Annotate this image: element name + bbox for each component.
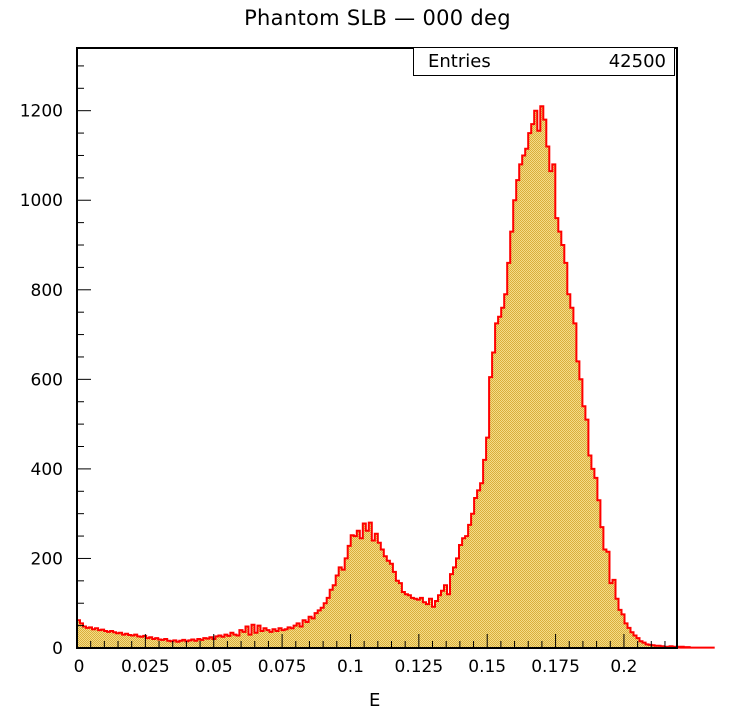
- plot-frame: [76, 47, 678, 649]
- histogram-outline: [76, 105, 715, 649]
- x-axis-ticks: 0 0.025 0.05 0.075 0.1 0.125 0.15 0.175 0.2: [74, 634, 666, 677]
- x-tick-label: 0: [74, 657, 85, 677]
- stats-entries-label: Entries: [428, 51, 491, 72]
- x-tick-label: 0.1: [337, 657, 364, 677]
- x-tick-label: 0.15: [468, 657, 506, 677]
- x-tick-label: 0.175: [531, 657, 580, 677]
- y-tick-label: 200: [31, 549, 63, 569]
- stats-box: Entries 42500: [413, 48, 675, 76]
- histogram-fill: [77, 106, 715, 648]
- y-tick-label: 0: [52, 639, 63, 659]
- y-tick-label: 1200: [20, 102, 63, 122]
- x-tick-label: 0.075: [258, 657, 307, 677]
- y-tick-label: 800: [31, 281, 63, 301]
- chart-title: Phantom SLB — 000 deg: [244, 6, 511, 30]
- y-axis-ticks: 0 200 400 600 800 1000 1200: [20, 65, 91, 659]
- x-axis-title: E: [369, 690, 381, 711]
- y-tick-label: 400: [31, 460, 63, 480]
- y-tick-label: 600: [31, 370, 63, 390]
- stats-entries-value: 42500: [608, 51, 666, 72]
- x-tick-label: 0.05: [195, 657, 233, 677]
- x-tick-label: 0.125: [395, 657, 444, 677]
- y-tick-label: 1000: [20, 191, 63, 211]
- x-tick-label: 0.2: [610, 657, 637, 677]
- x-tick-label: 0.025: [121, 657, 170, 677]
